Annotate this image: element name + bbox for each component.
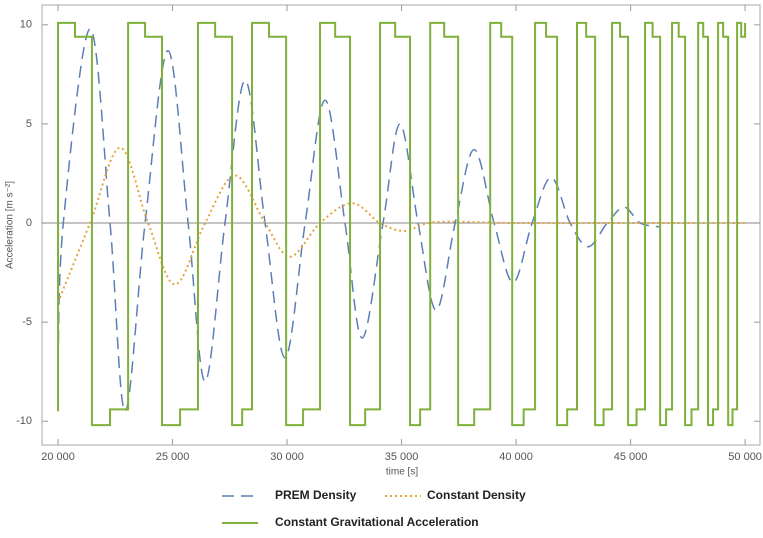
x-tick-label: 40 000 [499, 451, 533, 463]
legend-label: Constant Density [427, 488, 526, 502]
y-axis-title: Acceleration [m s⁻²] [5, 181, 16, 269]
x-tick-label: 25 000 [156, 451, 190, 463]
x-tick-label: 20 000 [41, 451, 75, 463]
legend: PREM Density Constant Density Constant Gra… [222, 488, 526, 529]
y-tick-label: -10 [16, 415, 32, 427]
y-tick-label: 10 [20, 19, 32, 31]
y-tick-label: 0 [26, 217, 32, 229]
x-tick-label: 30 000 [270, 451, 304, 463]
plot-frame [41, 4, 761, 446]
series-line [57, 28, 661, 413]
legend-label: Constant Gravitational Acceleration [275, 515, 479, 529]
series-line [57, 146, 746, 303]
series-line [57, 21, 747, 427]
x-tick-label: 35 000 [385, 451, 419, 463]
y-tick-label: 5 [26, 118, 32, 130]
y-tick-label: -5 [22, 316, 32, 328]
x-tick-label: 50 000 [728, 451, 762, 463]
x-tick-label: 45 000 [614, 451, 648, 463]
x-axis-title: time [s] [386, 467, 418, 478]
legend-label: PREM Density [275, 488, 357, 502]
